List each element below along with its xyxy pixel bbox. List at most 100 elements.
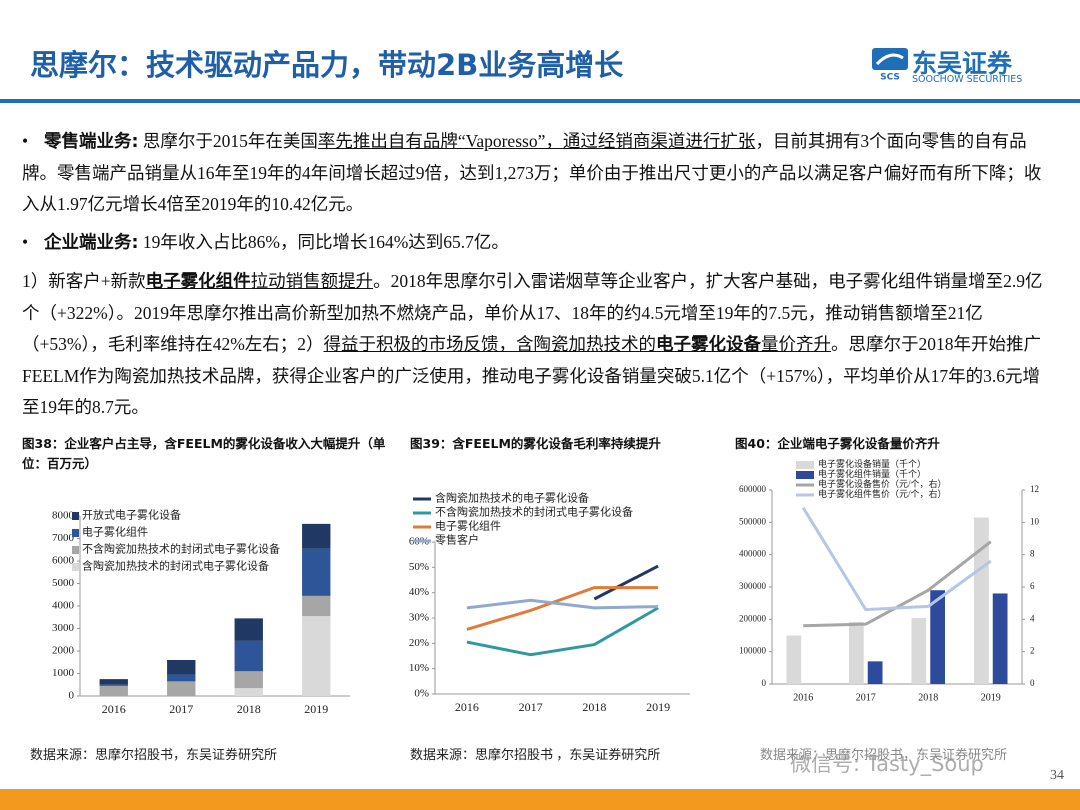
bar <box>992 593 1008 684</box>
logo-svg: SCS <box>872 48 908 83</box>
legend-swatch <box>72 563 79 571</box>
logo-mark: SCS <box>880 73 900 83</box>
line-series <box>466 606 659 657</box>
bar-segment <box>234 640 263 672</box>
text-run: 。思摩尔于2018年开始推广FEELM作为陶瓷加热技术品牌，获得企业客户的广泛使… <box>22 334 1042 417</box>
text-run: 电子雾化组件 <box>145 272 251 292</box>
bar-segment <box>302 523 331 549</box>
y2-tick-label: 8 <box>1030 549 1035 559</box>
line-series <box>593 564 659 601</box>
chart-source: 数据来源：思摩尔招股书 ，东吴证券研究所 <box>410 747 661 762</box>
bar-segment <box>99 684 128 686</box>
slide-title: 思摩尔：技术驱动产品力，带动2B业务高增长 <box>30 48 624 82</box>
bar-segment <box>302 595 331 617</box>
y-tick-label: 400000 <box>739 549 767 559</box>
y-tick-label: 100000 <box>739 646 767 656</box>
page-number: 34 <box>1050 768 1064 783</box>
y-tick-label: 3000 <box>52 622 75 634</box>
bar-segment <box>234 688 263 696</box>
bar-segment <box>234 671 263 689</box>
x-tick-label: 2019 <box>981 692 1001 703</box>
watermark: 微信号: Tasty_Soup <box>790 752 984 776</box>
chart: 0 100000 200000 300000 400000 500000 600000 0 2 4… <box>739 458 1040 703</box>
y-tick-label: 0 <box>69 690 75 702</box>
bar <box>911 618 927 684</box>
chart-title: 图40：企业端电子雾化设备量价齐升 <box>735 436 940 451</box>
legend-swatch <box>72 546 79 554</box>
y-tick-label: 300000 <box>739 581 767 591</box>
logo-sub: SOOCHOW SECURITIES <box>912 74 1023 85</box>
text-run: 企业端业务: <box>44 233 139 253</box>
bullet: • <box>22 131 29 151</box>
bar <box>930 590 945 684</box>
y-tick-label: 500000 <box>739 516 767 526</box>
y2-tick-label: 2 <box>1030 646 1035 656</box>
body-text: • 零售端业务: 思摩尔于2015年在美国率先推出自有品牌“Vaporesso”，… <box>22 126 1052 430</box>
chart-source: 数据来源：思摩尔招股书，东吴证券研究所 <box>760 747 1008 762</box>
y2-tick-label: 10 <box>1030 516 1040 526</box>
bar-segment <box>167 681 196 696</box>
y-tick-label: 2000 <box>52 645 75 657</box>
x-tick-label: 2018 <box>237 702 261 716</box>
text-run: 量价齐升 <box>761 334 832 354</box>
x-tick-label: 2017 <box>169 702 193 716</box>
x-tick-label: 2018 <box>918 692 938 703</box>
y-tick-label: 40% <box>409 586 429 598</box>
x-tick-label: 2016 <box>455 700 479 714</box>
legend-label: 含陶瓷加热技术的封闭式电子雾化设备 <box>82 559 269 573</box>
y-tick-label: 20% <box>409 637 429 649</box>
x-tick-label: 2017 <box>519 700 543 714</box>
legend-label: 开放式电子雾化设备 <box>82 508 181 522</box>
x-tick-label: 2017 <box>856 692 876 703</box>
x-tick-label: 2018 <box>582 700 606 714</box>
y-tick-label: 30% <box>409 612 429 624</box>
text-run: ，目前其拥有3个面向零售的自有品牌。零售端产品销量从16年至19年的4年间增长超… <box>22 131 1042 214</box>
bar-segment <box>302 548 331 596</box>
legend-label: 不含陶瓷加热技术的封闭式电子雾化设备 <box>435 505 633 519</box>
chart-title: 图39：含FEELM的雾化设备毛利率持续提升 <box>410 436 661 451</box>
y-tick-label: 8000 <box>52 510 75 522</box>
legend-swatch <box>72 512 79 520</box>
legend-label: 电子雾化组件 <box>82 525 148 539</box>
text-run: 19年收入占比86%，同比增长164%达到65.7亿。 <box>138 232 509 252</box>
bar <box>849 621 864 684</box>
legend-swatch <box>796 471 814 479</box>
x-tick-label: 2019 <box>304 702 328 716</box>
bar <box>786 635 802 684</box>
line-series <box>801 506 992 612</box>
x-tick-label: 2016 <box>102 702 126 716</box>
legend-label: 电子雾化设备销量（千个） <box>818 458 926 469</box>
y-tick-label: 200000 <box>739 613 767 623</box>
paragraph: 1）新客户+新款电子雾化组件拉动销售额提升。2018年思摩尔引入雷诺烟草等企业客… <box>22 266 1052 423</box>
logo-icon: SCS <box>872 48 908 83</box>
text-run: 。2018年思摩尔引入雷诺烟草等企业客户，扩大客户基础，电子雾化组件销量增至2.… <box>22 271 1043 354</box>
paragraph: • 零售端业务: 思摩尔于2015年在美国率先推出自有品牌“Vaporesso”，… <box>22 126 1052 220</box>
y-tick-label: 0 <box>762 678 767 688</box>
bar-segment <box>302 616 331 696</box>
text-run: 零售端业务: <box>44 132 139 152</box>
y2-tick-label: 0 <box>1030 678 1035 688</box>
bar-segment <box>99 679 128 685</box>
y-tick-label: 4000 <box>52 600 75 612</box>
chart: 0 1000 2000 3000 4000 5000 6000 7000 8000 2016 201… <box>52 508 350 716</box>
line-series <box>466 598 659 610</box>
chart: 0%10%20%30%40%50%60%2016201720182019含陶瓷加… <box>409 491 690 714</box>
legend-label: 电子雾化组件售价（元/个，右） <box>818 488 947 499</box>
bar <box>867 661 883 684</box>
bar-segment <box>167 660 196 675</box>
text-run: 电子雾化设备 <box>656 335 762 355</box>
y-tick-label: 0% <box>414 688 429 700</box>
legend-label: 电子雾化组件 <box>435 519 501 533</box>
bullet: • <box>22 232 29 252</box>
legend-swatch <box>796 461 814 469</box>
y-tick-label: 600000 <box>739 484 767 494</box>
logo-swoosh <box>875 53 904 66</box>
logo-name: 东吴证券 <box>912 49 1013 78</box>
header-rule <box>0 99 1080 103</box>
y-tick-label: 5000 <box>52 577 75 589</box>
y2-tick-label: 12 <box>1030 484 1039 494</box>
y-tick-label: 7000 <box>52 532 75 544</box>
x-tick-label: 2016 <box>793 692 813 703</box>
legend-label: 含陶瓷加热技术的电子雾化设备 <box>435 491 589 505</box>
